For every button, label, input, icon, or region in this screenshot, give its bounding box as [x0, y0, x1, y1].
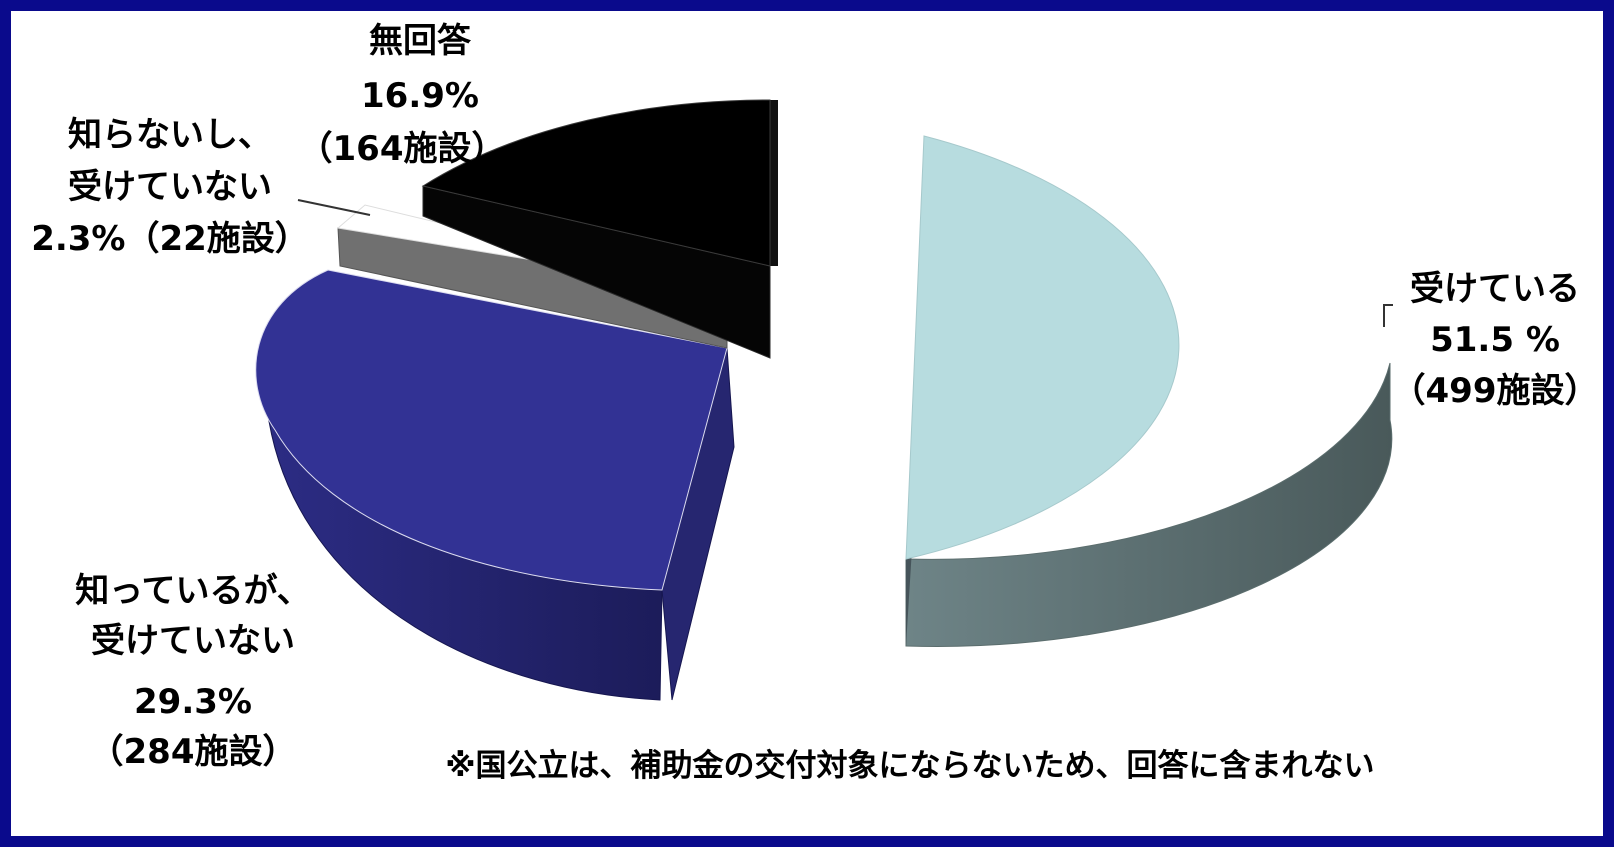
slice-received-top: [905, 135, 1180, 560]
slice-no-answer-inner-wall: [770, 100, 778, 266]
label-no-answer-name: 無回答: [369, 21, 472, 61]
slice-received-side: [905, 362, 1393, 647]
label-received-count: （499施設）: [1392, 371, 1599, 411]
slice-no-answer: [421, 99, 778, 359]
label-no-answer-count: （164施設）: [299, 129, 506, 169]
slice-aware-top: [255, 269, 728, 591]
label-aware-name-line2: 受けていない: [91, 621, 295, 661]
label-aware-percent: 29.3%: [134, 682, 252, 722]
leader-line-unaware: [297, 199, 371, 216]
label-received-name: 受けている: [1410, 269, 1580, 309]
label-unaware-percent-count: 2.3%（22施設）: [31, 219, 309, 259]
label-aware-name-line1: 知っているが、: [75, 571, 311, 611]
slice-aware-not-received: [255, 269, 735, 701]
label-unaware-name-line2: 受けていない: [68, 167, 272, 207]
label-aware-count: （284施設）: [90, 732, 297, 772]
label-no-answer-percent: 16.9%: [361, 76, 479, 116]
label-unaware-name-line1: 知らないし、: [68, 115, 272, 155]
leader-line-received: [1383, 304, 1393, 327]
slice-received: [905, 135, 1393, 647]
slice-no-answer-top: [421, 99, 771, 267]
label-received-percent: 51.5 %: [1430, 320, 1560, 360]
chart-footnote: ※国公立は、補助金の交付対象にならないため、回答に含まれない: [445, 748, 1374, 784]
